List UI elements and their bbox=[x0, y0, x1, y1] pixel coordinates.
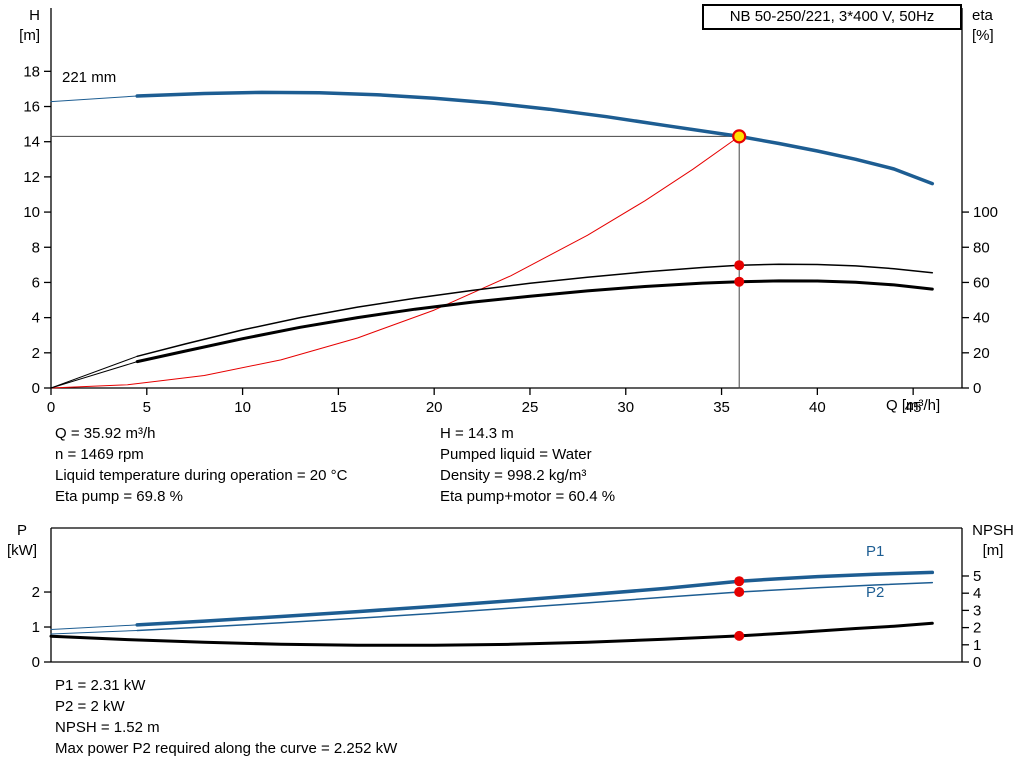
x-tick-label: 25 bbox=[522, 399, 539, 416]
y-axis-label-eta-symbol: eta bbox=[972, 7, 993, 24]
duty-point-p1 bbox=[734, 576, 745, 587]
y-axis-label-npsh: NPSH [m] bbox=[966, 521, 1020, 561]
y-right-tick-label: 2 bbox=[973, 620, 981, 637]
info-line-eta-pump-motor: Eta pump+motor = 60.4 % bbox=[440, 488, 616, 505]
info-line-speed: n = 1469 rpm bbox=[55, 446, 144, 463]
pump-title-box: NB 50-250/221, 3*400 V, 50Hz bbox=[702, 4, 962, 30]
series-eta-pump-motor-lead bbox=[50, 361, 138, 389]
info-line-density: Density = 998.2 kg/m³ bbox=[440, 467, 587, 484]
duty-point-qh bbox=[732, 129, 747, 144]
power-info: P1 = 2.31 kW P2 = 2 kW NPSH = 1.52 m Max… bbox=[55, 675, 397, 759]
y-left-tick-label: 18 bbox=[23, 63, 40, 80]
series-npsh-curve bbox=[49, 621, 934, 647]
y-right-tick-label: 4 bbox=[973, 585, 981, 602]
y-left-tick-label: 12 bbox=[23, 169, 40, 186]
info-line-p2: P2 = 2 kW bbox=[55, 698, 125, 715]
y-axis-label-head: H [m] bbox=[6, 6, 40, 46]
info-line-p1: P1 = 2.31 kW bbox=[55, 677, 146, 694]
info-line-liquid: Pumped liquid = Water bbox=[440, 446, 592, 463]
info-line-max-power: Max power P2 required along the curve = … bbox=[55, 740, 398, 757]
y-axis-label-npsh-unit: [m] bbox=[982, 542, 1004, 559]
y-axis-label-npsh-symbol: NPSH bbox=[972, 522, 1014, 539]
series-p2-curve bbox=[136, 581, 934, 632]
duty-info-right: H = 14.3 m Pumped liquid = Water Density… bbox=[440, 423, 615, 507]
y-left-tick-label: 2 bbox=[32, 345, 40, 362]
info-line-flow: Q = 35.92 m³/h bbox=[55, 425, 156, 442]
series-pump-curve-lead bbox=[50, 95, 138, 103]
info-line-head: H = 14.3 m bbox=[440, 425, 514, 442]
y-left-tick-label: 10 bbox=[23, 204, 40, 221]
x-tick-label: 15 bbox=[330, 399, 347, 416]
y-right-tick-label: 100 bbox=[973, 204, 998, 221]
duty-point-eta-pump bbox=[734, 260, 745, 271]
y-axis-label-eta-unit: [%] bbox=[972, 27, 994, 44]
y-left-tick-label: 0 bbox=[32, 380, 40, 397]
y-axis-label-power-symbol: P bbox=[16, 522, 27, 539]
y-right-tick-label: 5 bbox=[973, 568, 981, 585]
x-tick-label: 0 bbox=[47, 399, 55, 416]
y-axis-label-head-unit: [m] bbox=[19, 27, 40, 44]
x-tick-label: 35 bbox=[713, 399, 730, 416]
duty-info-left: Q = 35.92 m³/h n = 1469 rpm Liquid tempe… bbox=[55, 423, 347, 507]
y-right-tick-label: 0 bbox=[973, 380, 981, 397]
y-axis-label-power-unit: [kW] bbox=[7, 542, 37, 559]
series-pump-curve-221mm bbox=[135, 90, 935, 186]
x-tick-label: 10 bbox=[234, 399, 251, 416]
y-left-tick-label: 4 bbox=[32, 310, 40, 327]
duty-point-p2 bbox=[734, 587, 745, 597]
y-left-tick-label: 0 bbox=[32, 654, 40, 671]
y-left-tick-label: 14 bbox=[23, 134, 40, 151]
y-left-tick-label: 6 bbox=[32, 274, 40, 291]
y-right-tick-label: 1 bbox=[973, 637, 981, 654]
info-line-npsh: NPSH = 1.52 m bbox=[55, 719, 160, 736]
duty-point-eta-pump-motor bbox=[734, 276, 745, 287]
y-left-tick-label: 1 bbox=[32, 619, 40, 636]
y-left-tick-label: 2 bbox=[32, 584, 40, 601]
y-left-tick-label: 8 bbox=[32, 239, 40, 256]
series-system-curve bbox=[50, 135, 740, 389]
x-tick-label: 40 bbox=[809, 399, 826, 416]
info-line-eta-pump: Eta pump = 69.8 % bbox=[55, 488, 183, 505]
series-p1-curve bbox=[135, 570, 935, 627]
x-axis-label-flow: Q [m³/h] bbox=[886, 397, 941, 414]
p1-curve-label: P1 bbox=[866, 543, 885, 560]
series-eta-pump-curve bbox=[136, 263, 934, 358]
x-tick-label: 30 bbox=[617, 399, 634, 416]
info-line-temperature: Liquid temperature during operation = 20… bbox=[55, 467, 348, 484]
y-right-tick-label: 60 bbox=[973, 274, 990, 291]
series-p1-lead bbox=[50, 624, 138, 630]
duty-point-npsh bbox=[734, 630, 745, 641]
y-right-tick-label: 20 bbox=[973, 345, 990, 362]
series-eta-pump-motor-curve bbox=[135, 279, 934, 364]
y-axis-label-eta: eta [%] bbox=[972, 6, 1018, 46]
y-right-tick-label: 3 bbox=[973, 602, 981, 619]
impeller-diameter-label: 221 mm bbox=[62, 69, 117, 86]
x-tick-label: 20 bbox=[426, 399, 443, 416]
y-axis-label-power: P [kW] bbox=[2, 521, 42, 561]
y-axis-label-head-symbol: H bbox=[29, 7, 40, 24]
p2-curve-label: P2 bbox=[866, 584, 885, 601]
x-tick-label: 5 bbox=[143, 399, 151, 416]
x-tick-label: 45 bbox=[905, 399, 922, 416]
y-left-tick-label: 16 bbox=[23, 99, 40, 116]
series-p2-lead bbox=[50, 630, 138, 635]
y-right-tick-label: 0 bbox=[973, 654, 981, 671]
y-right-tick-label: 40 bbox=[973, 310, 990, 327]
series-eta-pump-lead bbox=[50, 355, 138, 389]
y-right-tick-label: 80 bbox=[973, 239, 990, 256]
